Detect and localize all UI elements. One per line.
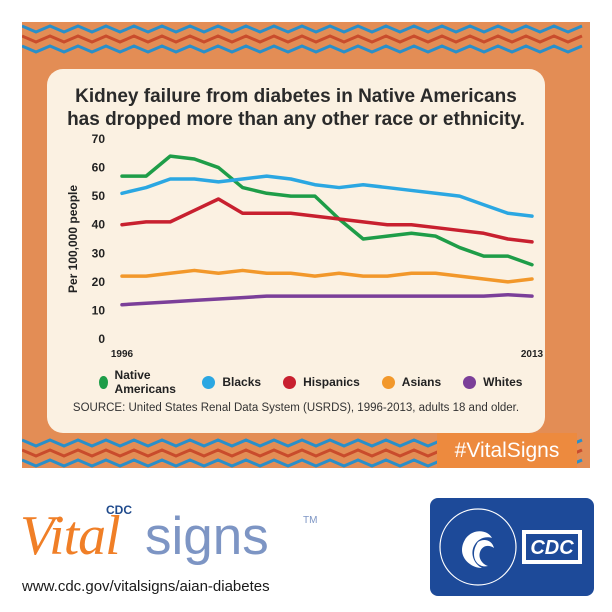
legend-item-hispanics: Hispanics <box>283 375 360 389</box>
y-tick-label: 10 <box>92 303 106 317</box>
zigzag-line <box>22 24 583 34</box>
legend-item-whites: Whites <box>463 375 522 389</box>
x-tick-label: 2013 <box>521 349 544 360</box>
legend-label-whites: Whites <box>483 375 523 389</box>
line-chart: 0 10 20 30 40 50 60 70 Per 100,000 people 1996 201… <box>66 132 544 360</box>
series-line-asians <box>120 268 534 284</box>
chart-title: Kidney failure from diabetes in Native A… <box>67 86 525 130</box>
hhs-seal-icon <box>439 508 517 586</box>
chart-panel: Kidney failure from diabetes in Native A… <box>47 69 545 433</box>
legend-dot-blacks <box>202 375 216 389</box>
series-line-hispanics <box>120 197 534 244</box>
logo-cdc-prefix: CDC <box>106 503 132 517</box>
cdc-logo-text: CDC <box>530 537 574 559</box>
legend-label-asians: Asians <box>401 375 442 389</box>
zigzag-pattern-top <box>22 22 590 54</box>
legend-label-hispanics: Hispanics <box>303 375 360 389</box>
series-line-blacks <box>120 174 534 218</box>
source-note: SOURCE: United States Renal Data System … <box>72 402 520 414</box>
x-tick-label: 1996 <box>111 349 134 360</box>
zigzag-line <box>22 44 583 54</box>
series-line-whites <box>120 292 534 307</box>
y-tick-label: 0 <box>98 332 105 346</box>
legend-dot-asians <box>381 375 395 389</box>
y-axis-label: Per 100,000 people <box>66 185 80 293</box>
y-tick-label: 50 <box>92 189 106 203</box>
hhs-cdc-logo: CDC <box>439 508 582 586</box>
logo-vital-text: Vital <box>20 505 121 567</box>
y-tick-label: 20 <box>92 275 106 289</box>
legend-item-asians: Asians <box>381 375 442 389</box>
vitalsigns-url-link[interactable]: www.cdc.gov/vitalsigns/aian-diabetes <box>22 578 270 595</box>
series-line-native-americans <box>120 154 534 267</box>
legend-item-blacks: Blacks <box>202 375 261 389</box>
vitalsigns-logo: CDC Vital signs TM <box>20 503 320 573</box>
legend-dot-hispanics <box>283 375 297 389</box>
chart-legend: Native Americans Blacks Hispanics Asians… <box>99 368 539 396</box>
y-tick-label: 60 <box>92 161 106 175</box>
legend-label-native-americans: Native Americans <box>114 368 176 396</box>
legend-label-blacks: Blacks <box>222 375 262 389</box>
legend-dot-whites <box>463 375 477 389</box>
y-tick-label: 70 <box>92 132 106 146</box>
y-tick-label: 30 <box>92 246 106 260</box>
y-tick-label: 40 <box>92 218 106 232</box>
hhs-cdc-logo-box: CDC <box>430 498 594 596</box>
legend-dot-native-americans <box>99 375 108 389</box>
legend-item-native-americans: Native Americans <box>99 368 180 396</box>
logo-trademark: TM <box>303 515 318 526</box>
zigzag-line <box>22 34 583 44</box>
hashtag-label: #VitalSigns <box>437 433 577 468</box>
cdc-logo-icon: CDC <box>522 530 582 564</box>
logo-signs-text: signs <box>145 507 269 566</box>
